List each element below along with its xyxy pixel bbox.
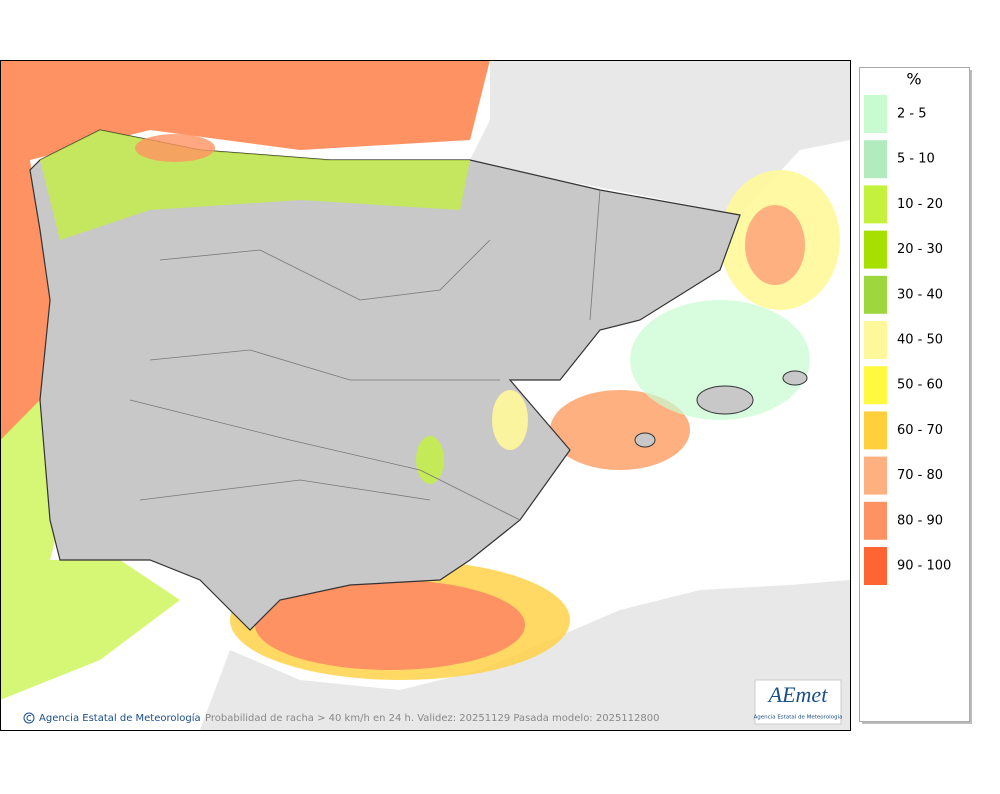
legend-label: 5 - 10: [897, 152, 935, 167]
caption: Probabilidad de racha > 40 km/h en 24 h.…: [205, 713, 659, 724]
ibiza: [634, 432, 656, 448]
map: [1, 60, 850, 730]
field-atlantic: [1, 60, 490, 440]
logo-box: [754, 679, 842, 725]
legend-swatch: [864, 140, 887, 179]
copyright-icon: [23, 712, 35, 724]
legend-label: 70 - 80: [897, 468, 943, 483]
legend-title: %: [906, 70, 921, 89]
logo-subtitle: Agencia Estatal de Meteorología: [754, 714, 843, 721]
france: [470, 60, 850, 215]
legend-swatch: [864, 501, 887, 540]
legend-label: 40 - 50: [897, 333, 943, 348]
legend-swatch: [864, 366, 887, 405]
legend-swatch: [864, 547, 887, 585]
legend-items: 2 - 5 5 - 10 10 - 20 20 - 30 30 - 40 40 - 50 5…: [864, 95, 951, 585]
legend-label: 2 - 5: [897, 107, 927, 122]
field-alboran: [255, 580, 525, 670]
legend-label: 60 - 70: [897, 423, 943, 438]
field-picos: [135, 134, 215, 162]
logo-name: AEmet: [767, 682, 829, 707]
legend-swatch: [864, 95, 887, 133]
legend-swatch: [864, 456, 887, 495]
menorca: [782, 370, 808, 386]
legend-label: 90 - 100: [897, 559, 951, 574]
copyright-icon-c: [26, 715, 32, 721]
legend-swatch: [864, 185, 887, 224]
regional-borders: [129, 189, 601, 521]
legend-label: 10 - 20: [897, 197, 943, 212]
field-interior: [416, 436, 444, 484]
map-frame: [0, 60, 851, 731]
legend-label: 30 - 40: [897, 287, 943, 302]
field-gulf-lion-core: [745, 205, 805, 285]
legend-swatch: [864, 230, 887, 269]
field-levante: [492, 390, 528, 450]
legend-label: 50 - 60: [897, 378, 943, 393]
field-mediterranean: [630, 300, 810, 420]
legend-swatch: [864, 275, 887, 314]
legend-label: 20 - 30: [897, 242, 943, 257]
legend-swatch: [864, 411, 887, 450]
mallorca: [696, 385, 754, 415]
legend-label: 80 - 90: [897, 513, 943, 528]
credit: Agencia Estatal de Meteorología: [39, 712, 201, 724]
field-balearic: [550, 390, 690, 470]
legend-swatch: [864, 321, 887, 359]
